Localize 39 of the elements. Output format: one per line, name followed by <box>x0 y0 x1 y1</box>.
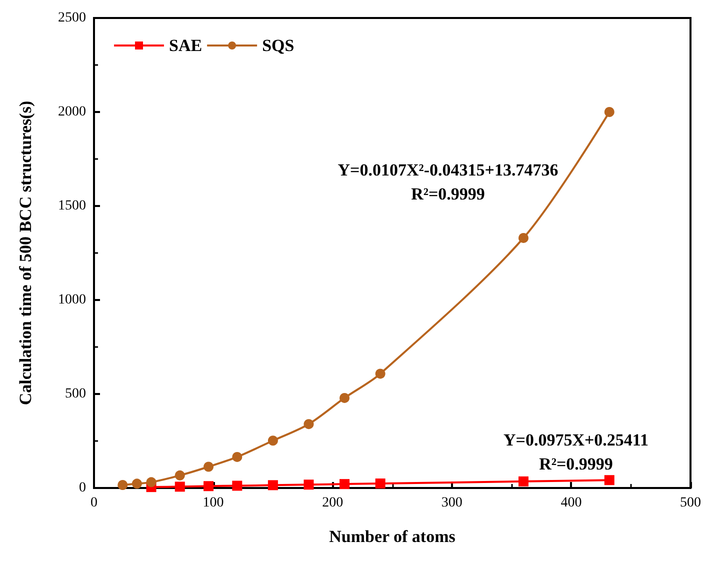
point <box>375 368 386 379</box>
point <box>204 481 214 492</box>
point <box>518 476 528 486</box>
legend-label: SQS <box>262 36 294 55</box>
y-tick-label: 1500 <box>58 198 86 214</box>
x-axis-title: Number of atoms <box>329 527 456 546</box>
point <box>132 478 142 489</box>
legend-label: SAE <box>169 36 202 55</box>
point <box>518 232 528 243</box>
point <box>174 482 185 492</box>
point <box>340 479 350 490</box>
annotation: Y=0.0107X²-0.04315+13.74736 R²=0.9999 <box>338 160 558 204</box>
point <box>268 480 278 490</box>
point <box>268 436 278 446</box>
y-tick-label: 500 <box>65 386 86 402</box>
point <box>118 480 128 490</box>
x-tick-label: 100 <box>202 496 224 510</box>
x-tick-label: 300 <box>441 496 462 510</box>
point <box>204 462 214 472</box>
point <box>232 452 242 462</box>
x-tick-label: 500 <box>680 496 701 510</box>
annotation: Y=0.0975X+0.25411 R²=0.9999 <box>504 430 648 474</box>
point <box>604 475 614 486</box>
x-tick-label: 400 <box>560 496 582 510</box>
point <box>304 480 314 490</box>
y-tick-label: 1000 <box>58 292 86 308</box>
point <box>146 477 156 488</box>
point <box>304 419 314 430</box>
point <box>232 480 242 491</box>
point <box>340 392 350 403</box>
x-tick-label: 200 <box>322 496 344 510</box>
y-axis-title: Calculation time of 500 BCC structures(s) <box>16 100 35 406</box>
point <box>174 470 185 480</box>
point <box>604 107 614 117</box>
x-tick-label: 0 <box>90 496 98 510</box>
point <box>375 478 386 488</box>
y-tick-label: 2500 <box>58 10 86 26</box>
y-tick-label: 0 <box>79 480 86 496</box>
y-tick-label: 2000 <box>58 104 86 120</box>
